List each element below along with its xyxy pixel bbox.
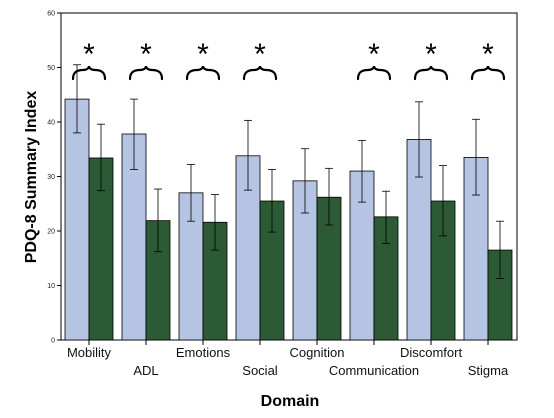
category-label-0: Mobility [67, 345, 112, 360]
y-tick-label-1: 10 [47, 283, 55, 290]
category-label-4: Cognition [290, 345, 345, 360]
significance-brace-1 [128, 65, 164, 81]
significance-star-7: * [482, 38, 494, 71]
category-label-1: ADL [133, 363, 158, 378]
bar-1-0 [64, 98, 90, 341]
y-tick-label-4: 40 [47, 120, 55, 127]
category-label-5: Communication [329, 363, 419, 378]
significance-brace-3 [242, 65, 278, 81]
y-axis-title: PDQ-8 Summary Index [23, 91, 40, 264]
error-bars [73, 64, 504, 279]
y-axis-ticks: 0 10 20 30 40 50 60 [47, 11, 61, 345]
significance-star-5: * [368, 38, 380, 71]
y-tick-label-0: 0 [51, 338, 55, 345]
y-tick-label-3: 30 [47, 174, 55, 181]
category-label-3: Social [242, 363, 278, 378]
x-axis-title: Domain [261, 393, 320, 410]
category-label-7: Stigma [468, 363, 509, 378]
category-labels: Mobility ADL Emotions Social Cognition Commun… [67, 340, 509, 378]
significance-star-1: * [140, 38, 152, 71]
significance-star-0: * [83, 38, 95, 71]
significance-brace-5 [356, 65, 392, 81]
significance-brace-6 [413, 65, 449, 81]
bar-2-2 [202, 221, 228, 341]
significance-star-6: * [425, 38, 437, 71]
significance-brace-0 [71, 65, 107, 81]
category-label-6: Discomfort [400, 345, 463, 360]
significance-markers: * * * * * * * [71, 38, 506, 81]
significance-brace-7 [470, 65, 506, 81]
y-tick-label-5: 50 [47, 65, 55, 72]
category-label-2: Emotions [176, 345, 231, 360]
significance-star-2: * [197, 38, 209, 71]
significance-brace-2 [185, 65, 221, 81]
y-tick-label-2: 20 [47, 229, 55, 236]
y-tick-label-6: 60 [47, 11, 55, 18]
significance-star-3: * [254, 38, 266, 71]
